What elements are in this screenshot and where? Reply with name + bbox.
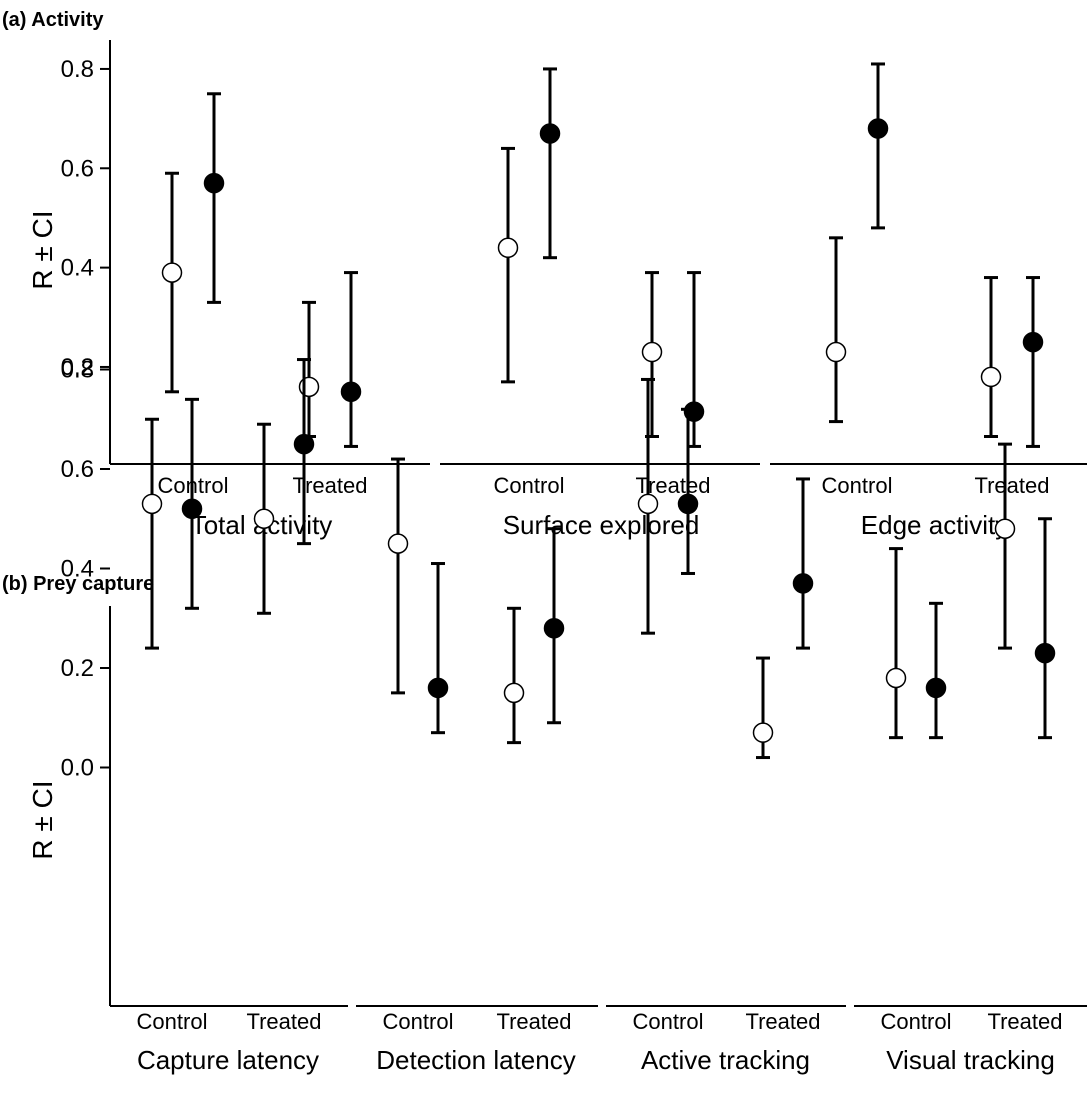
condition-label: Control: [881, 1009, 952, 1034]
y-tick-label: 0.8: [61, 357, 94, 384]
group-label: Surface explored: [503, 510, 700, 540]
condition-label: Control: [822, 473, 893, 498]
condition-label: Treated: [987, 1009, 1062, 1034]
open-point: [298, 376, 320, 398]
condition-label: Treated: [745, 1009, 820, 1034]
filled-point: [340, 381, 362, 403]
condition-label: Control: [633, 1009, 704, 1034]
filled-point: [203, 172, 225, 194]
group-label: Active tracking: [641, 1045, 810, 1075]
open-point: [141, 493, 163, 515]
filled-point: [1034, 642, 1056, 664]
group-active-tracking: Active tracking Control Treated: [606, 377, 846, 1075]
filled-point: [867, 118, 889, 139]
panel-title: (a) Activity: [2, 9, 104, 31]
condition-label: Control: [137, 1009, 208, 1034]
y-tick-label: 0.2: [61, 655, 94, 682]
filled-point: [925, 677, 947, 699]
condition-label: Treated: [974, 473, 1049, 498]
y-tick-label: 0.6: [61, 456, 94, 483]
filled-point: [181, 498, 203, 520]
open-point: [641, 341, 663, 363]
open-point: [637, 493, 659, 515]
filled-point: [792, 573, 814, 594]
group-label: Edge activity: [861, 510, 1008, 540]
y-tick-label: 0.0: [61, 755, 94, 782]
filled-point: [427, 677, 449, 699]
y-axis-label: R ± CI: [27, 780, 58, 859]
group-detection-latency: Detection latency Control Treated: [356, 457, 598, 1075]
open-point: [253, 508, 275, 529]
filled-point: [293, 433, 315, 455]
filled-point: [677, 493, 699, 515]
filled-point: [543, 617, 565, 639]
open-point: [387, 533, 409, 554]
panel-activity: (a) Activity 0.2 0.4 0.6 0.8 R ± CI Total acti…: [2, 9, 1087, 540]
group-capture-latency: Capture latency Control Treated: [110, 358, 348, 1075]
open-point: [161, 262, 183, 283]
group-label: Detection latency: [376, 1045, 575, 1075]
panel-prey-capture: (b) Prey capture 0.0 0.2 0.4 0.6 0.8 R ± CI Cap…: [2, 357, 1087, 1075]
open-point: [885, 667, 907, 689]
open-point: [825, 341, 847, 363]
group-label: Visual tracking: [886, 1045, 1055, 1075]
filled-point: [1022, 331, 1044, 353]
filled-point: [539, 123, 561, 144]
y-tick-label: 0.8: [61, 56, 94, 83]
condition-label: Control: [383, 1009, 454, 1034]
y-tick-label: 0.4: [61, 255, 94, 282]
y-tick-label: 0.2: [61, 354, 94, 381]
y-tick-label: 0.6: [61, 155, 94, 182]
condition-label: Control: [494, 473, 565, 498]
y-tick-label: 0.4: [61, 556, 94, 583]
open-point: [503, 682, 525, 704]
open-point: [497, 237, 519, 259]
open-point: [752, 722, 774, 743]
condition-label: Treated: [246, 1009, 321, 1034]
group-edge-activity: Edge activity Control Treated: [770, 62, 1087, 540]
panel-title: (b) Prey capture: [2, 573, 154, 595]
group-visual-tracking: Visual tracking Control Treated: [854, 442, 1087, 1075]
open-point: [994, 518, 1016, 539]
condition-label: Treated: [496, 1009, 571, 1034]
open-point: [980, 366, 1002, 388]
group-label: Capture latency: [137, 1045, 319, 1075]
y-axis-label: R ± CI: [27, 210, 58, 289]
